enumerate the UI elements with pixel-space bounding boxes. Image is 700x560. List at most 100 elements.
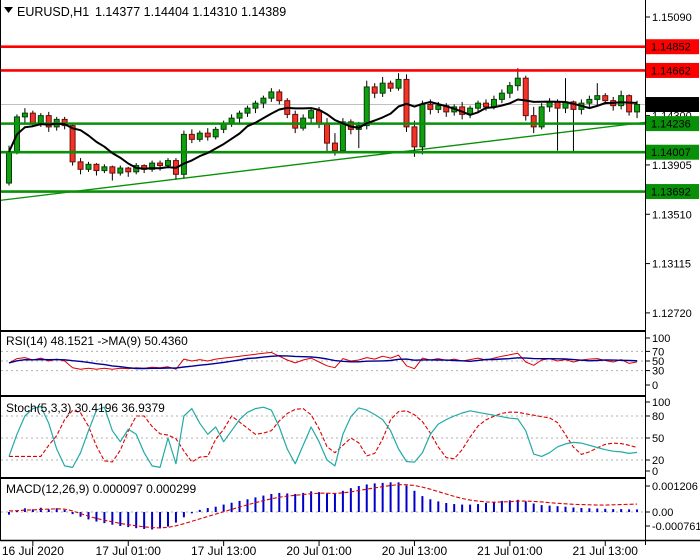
candle-bullish [546, 101, 553, 108]
level-price-badge-text: 1.13692 [651, 187, 691, 199]
candle-bearish [626, 95, 633, 113]
level-price-badge-text: 1.14662 [651, 65, 691, 77]
candle-bearish [530, 115, 537, 128]
time-scale[interactable]: 16 Jul 2020 17 Jul 01:00 17 Jul 13:00 20 Ju… [2, 541, 638, 558]
price-tick-label: 1.13510 [652, 209, 692, 221]
candle-bearish [109, 166, 116, 174]
candle-bearish [411, 126, 418, 148]
candle-bearish [45, 115, 52, 128]
time-tick-label: 21 Jul 01:00 [477, 544, 543, 558]
price-tick-label: 1.13905 [652, 160, 692, 172]
time-tick-label: 16 Jul 2020 [2, 544, 64, 558]
candle-bearish [93, 163, 100, 172]
candle-bullish [85, 163, 92, 170]
candle-bullish [435, 105, 442, 110]
candle-bullish [21, 112, 28, 118]
candle-bullish [117, 167, 124, 174]
current-price-badge [646, 97, 699, 113]
candle-bearish [188, 133, 195, 140]
time-tick-label: 21 Jul 13:00 [573, 544, 639, 558]
candle-bullish [244, 107, 251, 114]
candle-bullish [498, 92, 505, 100]
candle-bearish [602, 95, 609, 102]
stoch-panel[interactable] [1, 405, 645, 468]
stoch-indicator-label: Stoch(5,3,3) 30.4196 36.9379 [6, 401, 165, 415]
main-price-panel[interactable] [0, 45, 646, 202]
macd-scale-label: -0.000761 [652, 521, 700, 533]
candle-bullish [490, 98, 497, 108]
candle-bearish [292, 113, 299, 129]
level-price-badge [646, 62, 699, 78]
rsi-scale-label: 30 [652, 366, 664, 378]
chart-symbol-label: EURUSD,H1 [17, 5, 89, 19]
candle-bullish [149, 162, 156, 170]
symbol-dropdown-icon[interactable] [4, 7, 13, 13]
candle-bullish [594, 95, 601, 100]
candle-bullish [395, 78, 402, 89]
candle-bullish [212, 128, 219, 138]
macd-scale-label: 0.00 [652, 507, 673, 519]
candle-bullish [379, 82, 386, 94]
candle-bearish [570, 101, 577, 110]
candle-bullish [260, 97, 267, 104]
candle-bullish [37, 115, 44, 124]
candle-bullish [506, 85, 513, 94]
macd-panel[interactable] [1, 482, 645, 530]
time-tick-label: 20 Jul 01:00 [286, 544, 352, 558]
level-price-badge [646, 116, 699, 132]
current-price-badge-text: 1.14389 [651, 100, 691, 112]
chart-ohlc-values: 1.14377 1.14404 1.14310 1.14389 [95, 5, 286, 19]
candle-bearish [204, 132, 211, 138]
level-price-badge-text: 1.14236 [651, 119, 691, 131]
candle-bullish [363, 86, 370, 127]
moving-average-line [8, 98, 638, 170]
candle-bullish [475, 102, 482, 109]
candle-bullish [165, 160, 171, 167]
candle-bullish [180, 133, 187, 175]
time-tick-label: 17 Jul 13:00 [191, 544, 257, 558]
candle-bullish [339, 121, 346, 152]
stoch-scale-label: 50 [652, 433, 664, 445]
macd-signal-line [8, 484, 638, 529]
level-price-badge-text: 1.14852 [651, 42, 691, 54]
candle-bearish [522, 77, 529, 117]
candle-bearish [331, 142, 338, 152]
price-tick-label: 1.13115 [652, 259, 691, 271]
rsi-line [8, 351, 638, 370]
time-tick-label: 20 Jul 13:00 [382, 544, 448, 558]
rsi-scale-label: 50 [652, 356, 664, 368]
candle-bullish [419, 103, 426, 148]
candle-bearish [387, 82, 394, 89]
candle-bearish [324, 122, 330, 144]
macd-scale-label: 0.001206 [652, 481, 698, 493]
candle-bullish [634, 104, 641, 113]
candle-bearish [29, 112, 36, 124]
rsi-indicator-label: RSI(14) 48.1521 ->MA(9) 50.4360 [6, 334, 188, 348]
candle-bullish [252, 102, 259, 109]
stoch-signal-line [9, 408, 638, 463]
candle-bearish [77, 161, 84, 170]
stoch-main-line [8, 405, 638, 468]
stoch-scale-label: 0 [652, 466, 658, 478]
candle-bullish [586, 98, 593, 104]
candle-bullish [618, 95, 625, 107]
price-scale[interactable]: 1.150901.146951.143001.139051.135101.131… [645, 12, 700, 533]
candle-bullish [101, 166, 108, 172]
candle-bearish [483, 102, 489, 108]
macd-indicator-label: MACD(12,26,9) 0.000097 0.000299 [6, 482, 196, 496]
candle-bullish [196, 132, 203, 140]
candle-bullish [514, 77, 521, 87]
candle-bearish [371, 86, 378, 94]
candle-bearish [427, 103, 434, 110]
candle-bullish [268, 91, 275, 99]
rsi-scale-label: 100 [652, 333, 670, 345]
price-tick-label: 1.15090 [652, 12, 692, 24]
rsi-panel[interactable] [1, 350, 645, 372]
stoch-scale-label: 80 [652, 411, 664, 423]
trend-line[interactable] [0, 121, 646, 202]
level-price-badge [646, 184, 699, 200]
candle-bullish [6, 151, 12, 184]
candle-bearish [157, 162, 164, 167]
